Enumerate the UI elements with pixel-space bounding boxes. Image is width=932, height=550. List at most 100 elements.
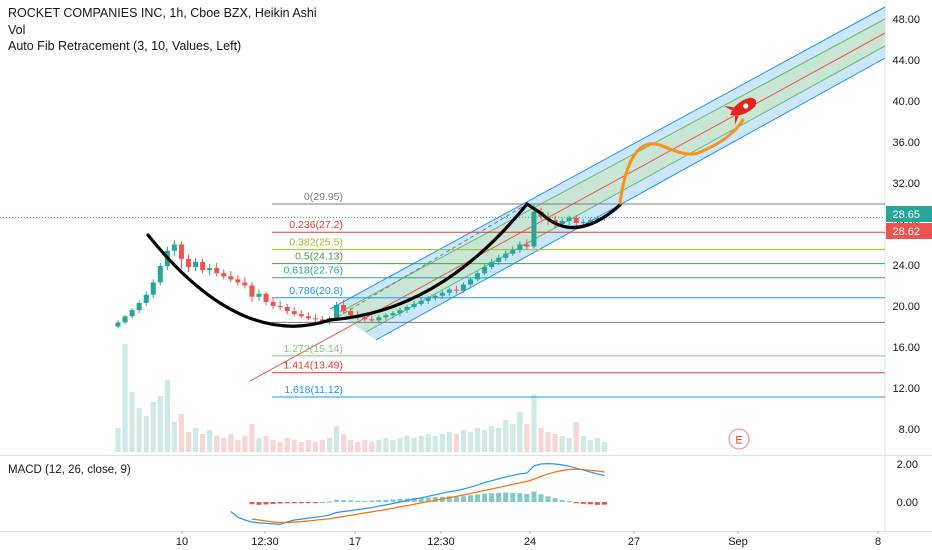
fib-level-label: 0.786(20.8) (289, 285, 343, 297)
volume-bar (150, 402, 156, 452)
candle-body (362, 317, 368, 320)
candle-body (383, 315, 389, 318)
candle-body (489, 261, 495, 268)
volume-bar (164, 380, 170, 452)
candle-body (150, 282, 156, 295)
fib-retracement: 0(29.95) 0.236(27.2) 0.382(25.5) 0.5(24.13)… (0, 191, 885, 398)
macd-histogram-bar (594, 502, 600, 505)
volume-bar (178, 414, 185, 452)
volume-bar (157, 396, 163, 452)
macd-histogram-bar (601, 502, 607, 505)
candle-body (298, 314, 304, 317)
volume-bar (228, 434, 234, 452)
candle-body (186, 258, 191, 268)
macd-histogram-bar (418, 497, 424, 502)
candle-body (573, 217, 579, 223)
macd-histogram-bar (425, 497, 431, 502)
time-axis-tick: 12:30 (251, 536, 279, 548)
macd-histogram-bar (517, 493, 523, 502)
price-axis-tick: 44.00 (892, 55, 920, 67)
volume-bar (482, 430, 488, 452)
volume-bar (348, 440, 354, 452)
candle-body (291, 311, 297, 315)
volume-bar (566, 438, 572, 452)
candle-body (171, 244, 177, 251)
volume-bar (474, 428, 481, 452)
price-axis-tick: 16.00 (892, 342, 920, 354)
volume-bar (467, 432, 474, 452)
volume-bar (298, 442, 304, 452)
macd-histogram-bar (383, 499, 389, 502)
candle-body (284, 307, 290, 312)
macd-histogram-bar (503, 492, 509, 502)
volume-bar (531, 394, 537, 452)
candle-body (432, 295, 438, 298)
volume-bar (573, 422, 579, 452)
macd-histogram-bar (362, 500, 368, 503)
volume-bar (277, 442, 283, 452)
macd-histogram-bar (397, 498, 403, 502)
candle-body (496, 257, 502, 262)
regression-channel (249, 6, 885, 382)
ref-price-tag-bg (886, 223, 932, 239)
candle-body (453, 289, 459, 291)
candle-body (334, 304, 340, 319)
last-price-tag: 28.65 (892, 209, 920, 221)
macd-histogram-bar (559, 500, 565, 502)
fib-level-label: 0.236(27.2) (289, 219, 343, 231)
drawings (146, 118, 745, 328)
candle-body (531, 211, 537, 247)
candle-body (270, 301, 276, 306)
volume-bar (185, 432, 192, 452)
volume-bar (517, 412, 523, 452)
macd-histogram-bar (334, 499, 340, 502)
candle-body (517, 244, 523, 250)
rocket-icon (723, 97, 757, 126)
volume-bar (390, 440, 396, 452)
channel-inner-upper-line (339, 18, 885, 313)
candle-series (115, 204, 607, 329)
candle-body (214, 268, 220, 274)
volume-bar (355, 442, 361, 452)
price-axis-tick: 8.00 (899, 424, 920, 436)
candle-body (460, 284, 466, 291)
earnings-marker[interactable]: E (728, 428, 750, 450)
volume-bar (333, 426, 340, 452)
volume-bar (192, 428, 199, 452)
macd-histogram-bar (355, 500, 361, 502)
candle-body (242, 282, 248, 286)
macd-axis-tick: 2.00 (897, 459, 918, 471)
volume-bar (559, 436, 565, 452)
time-axis-tick: 10 (176, 536, 188, 548)
volume-bar (404, 436, 410, 452)
macd-axis-tick: 0.00 (897, 497, 918, 509)
macd-histogram-bar (319, 501, 325, 504)
candle-body (418, 300, 424, 304)
volume-bar (362, 440, 368, 452)
candle-body (341, 304, 347, 312)
macd-histogram-bar (369, 500, 375, 502)
volume-bar (171, 422, 177, 452)
macd-histogram-bar (277, 502, 283, 504)
time-axis-tick: 12:30 (427, 536, 455, 548)
macd-histogram-bar (270, 502, 276, 504)
volume-bar (580, 436, 586, 452)
candle-body (566, 217, 572, 221)
macd-signal-line (251, 468, 605, 524)
macd-histogram-bar (460, 496, 466, 502)
price-axis-tick: 40.00 (892, 96, 920, 108)
volume-bar (383, 438, 389, 452)
candle-body (390, 313, 396, 316)
volume-bar (341, 434, 347, 452)
fib-level-label: 1.414(13.49) (283, 360, 343, 372)
volume-bar (207, 430, 213, 452)
macd-histogram-bar (524, 494, 530, 502)
macd-histogram-bar (566, 501, 572, 503)
macd-histogram-bar (305, 502, 311, 504)
volume-bar (200, 434, 206, 452)
macd-histogram-bar (552, 498, 558, 502)
volume-bar (305, 440, 311, 452)
macd-histogram-bar (249, 502, 255, 505)
volume-bar (214, 436, 220, 452)
